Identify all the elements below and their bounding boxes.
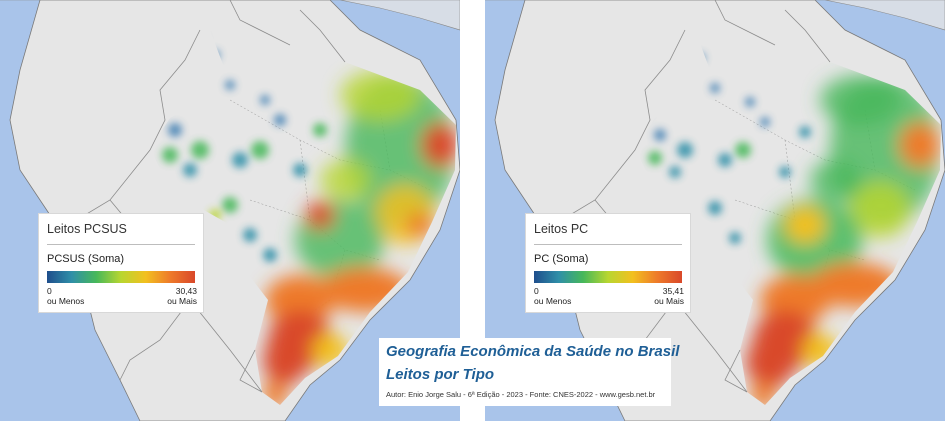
legend-right: Leitos PC PC (Soma) 0 ou Menos 35,41 ou …	[525, 213, 691, 313]
legend-divider	[534, 244, 682, 245]
legend-max-value: 30,43	[175, 286, 197, 296]
legend-min-label: ou Menos	[534, 296, 572, 306]
legend-min-label: ou Menos	[47, 296, 85, 306]
legend-max-label: ou Mais	[654, 296, 684, 306]
legend-measure: PCSUS (Soma)	[47, 253, 125, 265]
title-box: Geografia Econômica da Saúde no Brasil L…	[379, 338, 679, 406]
heatmap-map-right[interactable]	[485, 0, 945, 421]
legend-divider	[47, 244, 195, 245]
legend-title: Leitos PC	[534, 222, 589, 236]
heatmap-map-left[interactable]	[0, 0, 460, 421]
page-title: Geografia Econômica da Saúde no Brasil	[386, 343, 680, 360]
page-subtitle: Leitos por Tipo	[386, 366, 495, 383]
legend-min-value: 0	[534, 286, 539, 296]
legend-min-value: 0	[47, 286, 52, 296]
legend-max-value: 35,41	[662, 286, 684, 296]
legend-title: Leitos PCSUS	[47, 222, 127, 236]
legend-measure: PC (Soma)	[534, 253, 589, 265]
heat-layer	[150, 34, 456, 405]
legend-color-scale	[534, 271, 682, 283]
legend-color-scale	[47, 271, 195, 283]
credit-line: Autor: Enio Jorge Salu - 6ª Edição - 202…	[386, 390, 656, 399]
map-panel-left[interactable]: Leitos PCSUS PCSUS (Soma) 0 ou Menos 30,…	[0, 0, 460, 421]
legend-left: Leitos PCSUS PCSUS (Soma) 0 ou Menos 30,…	[38, 213, 204, 313]
legend-max-label: ou Mais	[167, 296, 197, 306]
